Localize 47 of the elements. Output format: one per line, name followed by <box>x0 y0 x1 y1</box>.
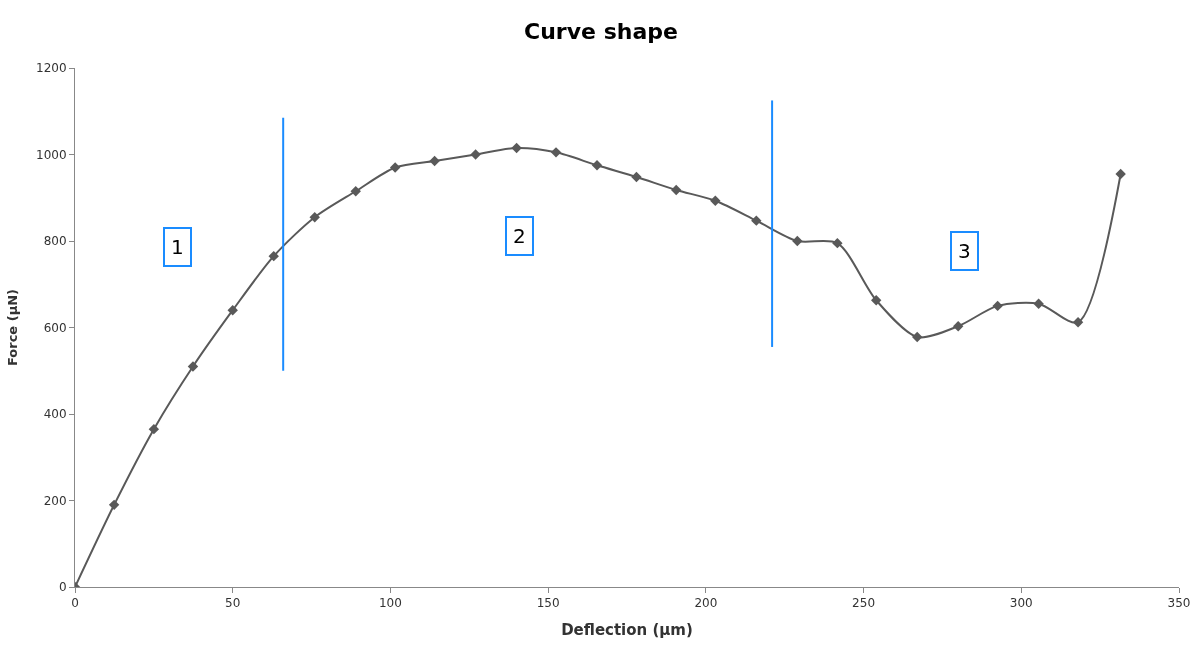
point <box>792 235 803 247</box>
y-tick-label: 1000 <box>36 147 67 162</box>
point <box>268 250 279 262</box>
point <box>591 160 603 171</box>
point <box>389 162 401 173</box>
point <box>832 237 843 249</box>
y-tick-label: 200 <box>43 493 67 508</box>
point <box>911 331 923 343</box>
point <box>1115 168 1126 180</box>
point <box>309 212 320 223</box>
y-tick-label: 400 <box>43 407 67 422</box>
x-tick-label: 150 <box>536 596 560 611</box>
annotation: 3 <box>958 239 971 263</box>
y-tick-label: 0 <box>58 580 67 595</box>
y-tick-label: 800 <box>43 234 67 249</box>
point <box>108 499 120 511</box>
y-axis-title: Force (µN) <box>5 288 20 367</box>
point <box>1033 298 1044 309</box>
point <box>470 149 481 160</box>
point <box>1072 317 1084 328</box>
x-tick-label: 250 <box>852 596 876 611</box>
point <box>953 321 964 332</box>
x-tick-label: 50 <box>225 596 241 611</box>
point <box>992 300 1003 312</box>
x-tick-label: 300 <box>1009 596 1033 611</box>
point <box>148 423 160 435</box>
point <box>187 361 199 372</box>
point <box>870 295 882 306</box>
annotation: 2 <box>513 224 526 248</box>
x-tick-label: 0 <box>71 596 79 611</box>
point <box>631 171 642 183</box>
x-tick-label: 200 <box>694 596 718 611</box>
x-axis-title: Deflection (µm) <box>561 621 693 640</box>
point <box>429 155 440 167</box>
annotation: 1 <box>171 235 184 259</box>
point <box>350 186 361 197</box>
point <box>710 195 721 206</box>
y-tick-label: 600 <box>43 320 67 335</box>
x-tick-label: 100 <box>378 596 402 611</box>
y-tick-label: 1200 <box>36 61 67 76</box>
point <box>550 147 562 158</box>
point <box>227 305 238 316</box>
point <box>751 215 762 226</box>
x-tick-label: 350 <box>1167 596 1191 611</box>
point <box>511 142 522 154</box>
chart-title: Curve shape <box>524 18 678 44</box>
point <box>671 184 682 196</box>
